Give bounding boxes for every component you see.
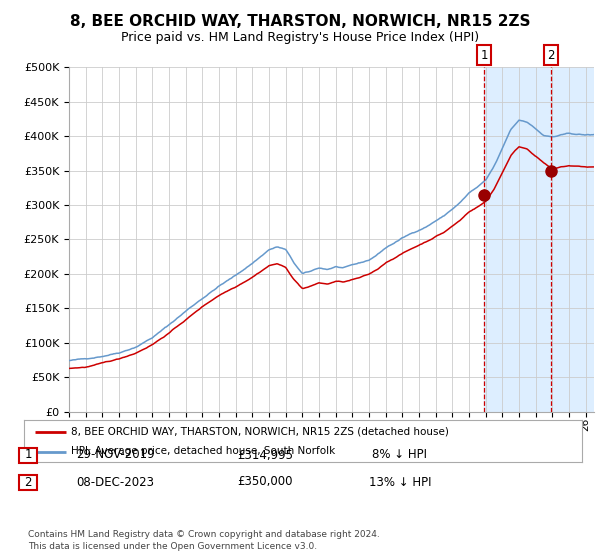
FancyBboxPatch shape — [19, 474, 37, 489]
Text: 8% ↓ HPI: 8% ↓ HPI — [373, 449, 427, 461]
Text: £314,995: £314,995 — [237, 449, 293, 461]
Text: 8, BEE ORCHID WAY, THARSTON, NORWICH, NR15 2ZS (detached house): 8, BEE ORCHID WAY, THARSTON, NORWICH, NR… — [71, 427, 449, 437]
Text: Price paid vs. HM Land Registry's House Price Index (HPI): Price paid vs. HM Land Registry's House … — [121, 31, 479, 44]
Text: Contains HM Land Registry data © Crown copyright and database right 2024.
This d: Contains HM Land Registry data © Crown c… — [28, 530, 380, 551]
Bar — [484, 67, 594, 412]
Text: 1: 1 — [24, 449, 32, 461]
Text: £350,000: £350,000 — [237, 475, 293, 488]
Text: 2: 2 — [24, 475, 32, 488]
Text: 1: 1 — [481, 49, 488, 62]
Text: 08-DEC-2023: 08-DEC-2023 — [76, 475, 154, 488]
FancyBboxPatch shape — [19, 447, 37, 463]
Text: 8, BEE ORCHID WAY, THARSTON, NORWICH, NR15 2ZS: 8, BEE ORCHID WAY, THARSTON, NORWICH, NR… — [70, 14, 530, 29]
Text: 13% ↓ HPI: 13% ↓ HPI — [369, 475, 431, 488]
Text: 29-NOV-2019: 29-NOV-2019 — [76, 449, 154, 461]
Text: 2: 2 — [547, 49, 555, 62]
Text: HPI: Average price, detached house, South Norfolk: HPI: Average price, detached house, Sout… — [71, 446, 335, 456]
